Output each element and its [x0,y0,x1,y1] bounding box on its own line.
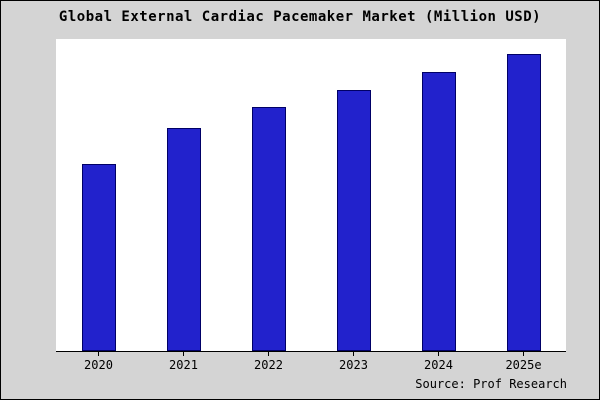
x-tick-label: 2022 [254,358,283,372]
chart-title: Global External Cardiac Pacemaker Market… [58,9,542,25]
x-tick-label: 2024 [424,358,453,372]
tick-mark [438,352,439,356]
bar-2023 [336,89,371,351]
source-text: Source: Prof Research [415,377,567,391]
bar-column [56,39,141,351]
x-tick-label: 2025e [505,358,542,372]
bars-container [56,39,566,351]
x-tick: 2023 [311,352,396,372]
bar-column [396,39,481,351]
bar-2020 [81,163,116,351]
bar-2021 [166,128,201,351]
tick-mark [268,352,269,356]
x-tick: 2020 [56,352,141,372]
bar-column [481,39,566,351]
x-tick: 2025e [481,352,566,372]
bar-2022 [251,107,286,351]
x-tick-label: 2023 [339,358,368,372]
bar-column [226,39,311,351]
bar-column [141,39,226,351]
tick-mark [98,352,99,356]
tick-mark [183,352,184,356]
bar-2024 [421,71,456,351]
x-tick-label: 2020 [84,358,113,372]
x-tick: 2024 [396,352,481,372]
tick-mark [523,352,524,356]
plot-area [56,39,566,352]
tick-mark [353,352,354,356]
x-tick-label: 2021 [169,358,198,372]
x-tick: 2021 [141,352,226,372]
bar-column [311,39,396,351]
labels-container: 2020 2021 2022 2023 2024 2025e [56,352,566,372]
x-tick: 2022 [226,352,311,372]
bar-2025e [506,53,541,351]
